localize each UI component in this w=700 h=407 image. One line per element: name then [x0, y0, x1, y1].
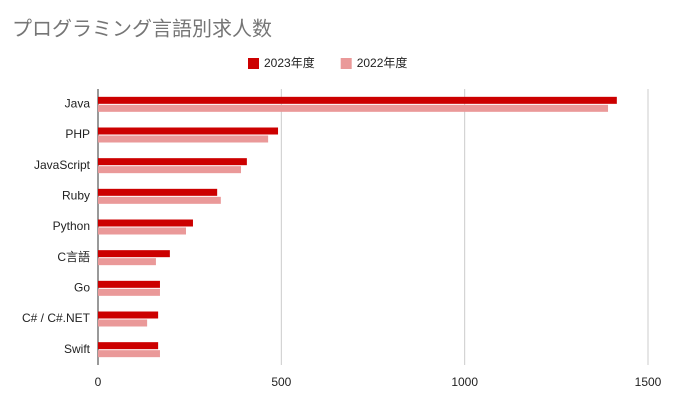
y-tick-label: PHP: [65, 127, 90, 141]
bar: [98, 280, 160, 288]
y-tick-label: Swift: [64, 342, 91, 356]
bar: [98, 196, 221, 204]
bar: [98, 96, 617, 104]
legend-label: 2023年度: [264, 55, 315, 70]
bar: [98, 258, 156, 266]
y-tick-label: Java: [65, 97, 91, 111]
x-tick-label: 500: [271, 375, 291, 389]
bar: [98, 227, 186, 235]
y-tick-label: C# / C#.NET: [22, 311, 91, 325]
bar: [98, 188, 218, 196]
bar: [98, 219, 193, 227]
legend-label: 2022年度: [357, 55, 408, 70]
y-tick-label: Go: [74, 281, 90, 295]
x-tick-label: 0: [95, 375, 102, 389]
bar: [98, 311, 159, 319]
x-tick-label: 1500: [635, 375, 662, 389]
y-tick-label: JavaScript: [34, 158, 91, 172]
bar: [98, 319, 148, 327]
y-tick-label: Python: [53, 219, 90, 233]
y-tick-label: Ruby: [62, 189, 90, 203]
bar: [98, 135, 269, 143]
bar: [98, 166, 241, 174]
bar: [98, 288, 160, 296]
chart-title: プログラミング言語別求人数: [12, 17, 272, 40]
bar: [98, 158, 247, 166]
x-tick-label: 1000: [451, 375, 478, 389]
bar: [98, 250, 170, 258]
legend-swatch: [248, 58, 259, 69]
legend-swatch: [340, 58, 352, 69]
y-tick-label: C言語: [57, 249, 90, 264]
bar: [98, 127, 279, 135]
bar: [98, 350, 160, 358]
bar: [98, 342, 159, 350]
bar: [98, 104, 609, 112]
